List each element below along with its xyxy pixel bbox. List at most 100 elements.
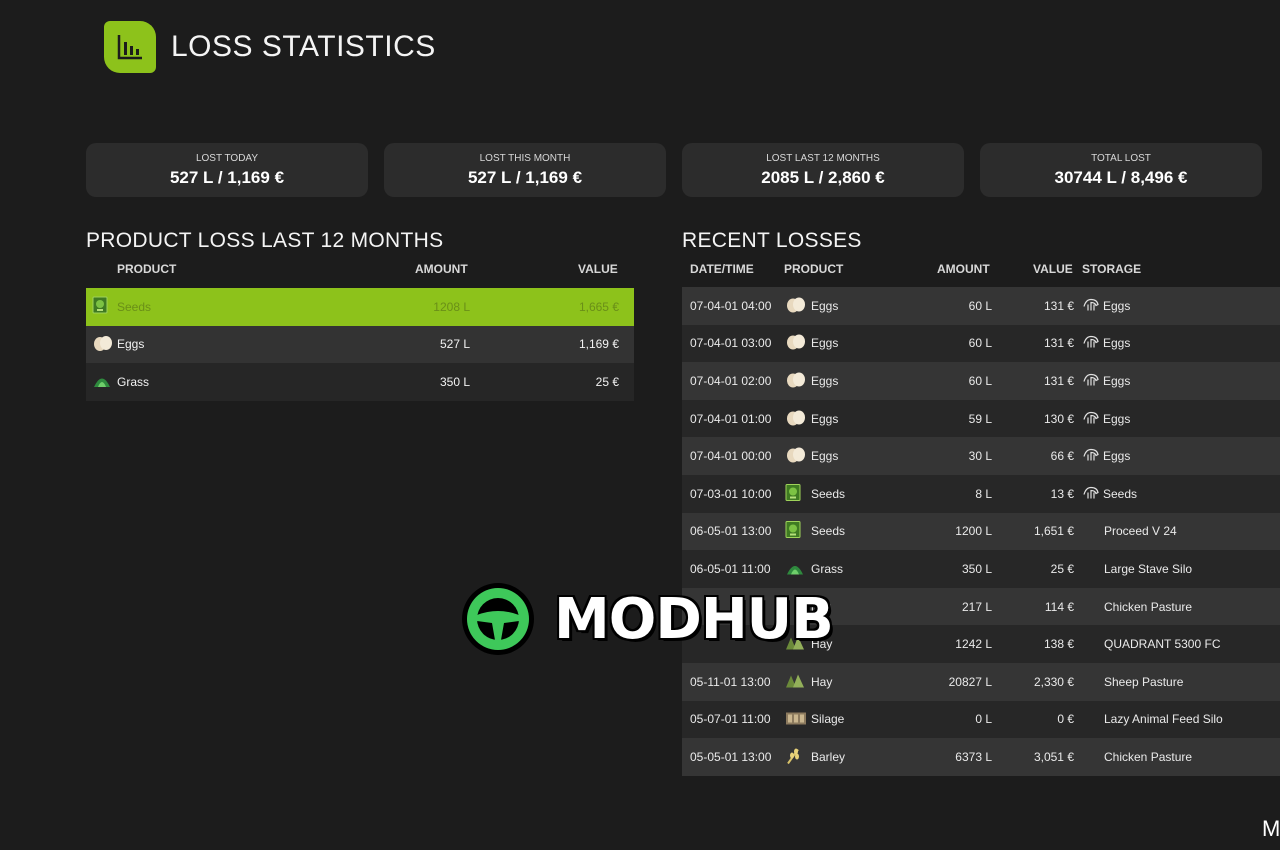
seeds-icon bbox=[92, 296, 108, 317]
amount-cell: 1208 L bbox=[433, 299, 470, 314]
value-cell: 131 € bbox=[1043, 298, 1074, 313]
table-row[interactable]: Hay 1242 L 138 € QUADRANT 5300 FC bbox=[682, 625, 1280, 663]
amount-cell: 60 L bbox=[968, 298, 992, 313]
column-header-value[interactable]: VALUE bbox=[1033, 262, 1073, 276]
column-header-amount[interactable]: AMOUNT bbox=[415, 262, 468, 276]
datetime-cell: 06-05-01 13:00 bbox=[690, 524, 772, 539]
value-cell: 2,330 € bbox=[1033, 674, 1074, 689]
table-row[interactable]: Eggs 527 L 1,169 € bbox=[86, 325, 634, 363]
table-row[interactable]: 07-04-01 04:00 Eggs 60 L 131 € Eggs bbox=[682, 287, 1280, 325]
summary-card-month: LOST THIS MONTH 527 L / 1,169 € bbox=[384, 143, 666, 197]
barley-icon bbox=[785, 746, 803, 767]
amount-cell: 1242 L bbox=[955, 637, 992, 652]
product-name: Grass bbox=[117, 374, 150, 389]
hand-icon bbox=[1082, 371, 1100, 390]
table-row[interactable]: 05-07-01 11:00 Silage 0 L 0 € Lazy Animal Fe… bbox=[682, 700, 1280, 739]
hand-icon bbox=[1082, 334, 1100, 353]
storage-cell: Eggs bbox=[1103, 298, 1131, 313]
table-row[interactable]: 07-04-01 02:00 Eggs 60 L 131 € Eggs bbox=[682, 362, 1280, 400]
card-value: 527 L / 1,169 € bbox=[467, 167, 583, 187]
hand-icon bbox=[1082, 484, 1100, 503]
table-row[interactable]: rley 217 L 114 € Chicken Pasture bbox=[682, 587, 1280, 626]
table-row[interactable]: Grass 350 L 25 € bbox=[86, 363, 634, 401]
column-header-datetime[interactable]: DATE/TIME bbox=[690, 262, 754, 276]
recent-losses-table: 07-04-01 04:00 Eggs 60 L 131 € Eggs 07-04-01 … bbox=[682, 287, 1280, 776]
table-row[interactable]: 06-05-01 13:00 Seeds 1200 L 1,651 € Proceed … bbox=[682, 512, 1280, 551]
product-cell: Eggs bbox=[811, 298, 839, 313]
amount-cell: 217 L bbox=[961, 599, 992, 614]
seeds-icon bbox=[785, 483, 801, 504]
amount-cell: 60 L bbox=[968, 373, 992, 388]
eggs-icon bbox=[785, 334, 807, 353]
silage-icon bbox=[785, 710, 807, 729]
column-header-product[interactable]: PRODUCT bbox=[784, 262, 844, 276]
value-cell: 3,051 € bbox=[1033, 749, 1074, 764]
eggs-icon bbox=[92, 335, 114, 354]
amount-cell: 1200 L bbox=[955, 524, 992, 539]
amount-cell: 8 L bbox=[975, 486, 992, 501]
page-title: LOSS STATISTICS bbox=[171, 30, 436, 63]
product-cell: Seeds bbox=[811, 524, 846, 539]
datetime-cell: 07-04-01 04:00 bbox=[690, 298, 772, 313]
card-label: TOTAL LOST bbox=[1091, 152, 1151, 164]
page-header: LOSS STATISTICS bbox=[104, 21, 436, 73]
value-cell: 1,651 € bbox=[1033, 524, 1074, 539]
product-cell: Eggs bbox=[811, 449, 839, 464]
value-cell: 66 € bbox=[1050, 449, 1074, 464]
table-row[interactable]: 07-04-01 03:00 Eggs 60 L 131 € Eggs bbox=[682, 324, 1280, 363]
card-value: 30744 L / 8,496 € bbox=[1054, 167, 1188, 187]
summary-card-today: LOST TODAY 527 L / 1,169 € bbox=[86, 143, 368, 197]
column-header-value[interactable]: VALUE bbox=[578, 262, 618, 276]
datetime-cell: 07-04-01 01:00 bbox=[690, 411, 772, 426]
watermark-text: MODHUB bbox=[554, 586, 834, 652]
product-cell: Hay bbox=[811, 674, 833, 689]
value-cell: 25 € bbox=[1050, 561, 1074, 576]
summary-card-total: TOTAL LOST 30744 L / 8,496 € bbox=[980, 143, 1262, 197]
value-cell: 25 € bbox=[595, 374, 619, 389]
table-row[interactable]: 05-05-01 13:00 Barley 6373 L 3,051 € Chicken… bbox=[682, 738, 1280, 776]
storage-cell: Eggs bbox=[1103, 373, 1131, 388]
storage-cell: Chicken Pasture bbox=[1104, 749, 1193, 764]
table-row[interactable]: 07-04-01 00:00 Eggs 30 L 66 € Eggs bbox=[682, 437, 1280, 475]
value-cell: 13 € bbox=[1050, 486, 1074, 501]
amount-cell: 20827 L bbox=[948, 674, 992, 689]
table-row[interactable]: 05-11-01 13:00 Hay 20827 L 2,330 € Sheep Pas… bbox=[682, 662, 1280, 701]
card-label: LOST LAST 12 MONTHS bbox=[766, 152, 880, 164]
value-cell: 131 € bbox=[1043, 336, 1074, 351]
table-row[interactable]: Seeds 1208 L 1,665 € bbox=[86, 288, 634, 326]
hay-icon bbox=[785, 672, 807, 691]
table-row[interactable]: 06-05-01 11:00 Grass 350 L 25 € Large Stave … bbox=[682, 550, 1280, 588]
value-cell: 1,169 € bbox=[578, 337, 619, 352]
storage-cell: Sheep Pasture bbox=[1104, 674, 1184, 689]
product-cell: Eggs bbox=[811, 411, 839, 426]
storage-cell: Proceed V 24 bbox=[1104, 524, 1177, 539]
column-header-product[interactable]: PRODUCT bbox=[117, 262, 177, 276]
datetime-cell: 07-03-01 10:00 bbox=[690, 486, 772, 501]
amount-cell: 350 L bbox=[961, 561, 992, 576]
storage-cell: Lazy Animal Feed Silo bbox=[1104, 712, 1223, 727]
storage-cell: Seeds bbox=[1103, 486, 1138, 501]
eggs-icon bbox=[785, 296, 807, 315]
datetime-cell: 05-07-01 11:00 bbox=[690, 712, 771, 727]
datetime-cell: 06-05-01 11:00 bbox=[690, 561, 771, 576]
eggs-icon bbox=[785, 371, 807, 390]
hand-icon bbox=[1082, 409, 1100, 428]
table-row[interactable]: 07-03-01 10:00 Seeds 8 L 13 € Seeds bbox=[682, 474, 1280, 513]
product-name: Seeds bbox=[117, 299, 152, 314]
product-cell: Eggs bbox=[811, 373, 839, 388]
summary-card-12-months: LOST LAST 12 MONTHS 2085 L / 2,860 € bbox=[682, 143, 964, 197]
amount-cell: 0 L bbox=[975, 712, 992, 727]
column-header-amount[interactable]: AMOUNT bbox=[937, 262, 990, 276]
seeds-icon bbox=[785, 521, 801, 542]
eggs-icon bbox=[785, 409, 807, 428]
datetime-cell: 07-04-01 02:00 bbox=[690, 373, 772, 388]
recent-losses-title: RECENT LOSSES bbox=[682, 229, 862, 252]
value-cell: 0 € bbox=[1057, 712, 1074, 727]
summary-cards: LOST TODAY 527 L / 1,169 € LOST THIS MON… bbox=[86, 143, 1262, 197]
product-cell: Silage bbox=[811, 712, 845, 727]
amount-cell: 6373 L bbox=[955, 749, 992, 764]
product-loss-table: Seeds 1208 L 1,665 € Eggs 527 L 1,169 € Grass 3… bbox=[86, 288, 634, 401]
eggs-icon bbox=[785, 447, 807, 466]
column-header-storage[interactable]: STORAGE bbox=[1082, 262, 1142, 276]
table-row[interactable]: 07-04-01 01:00 Eggs 59 L 130 € Eggs bbox=[682, 399, 1280, 438]
